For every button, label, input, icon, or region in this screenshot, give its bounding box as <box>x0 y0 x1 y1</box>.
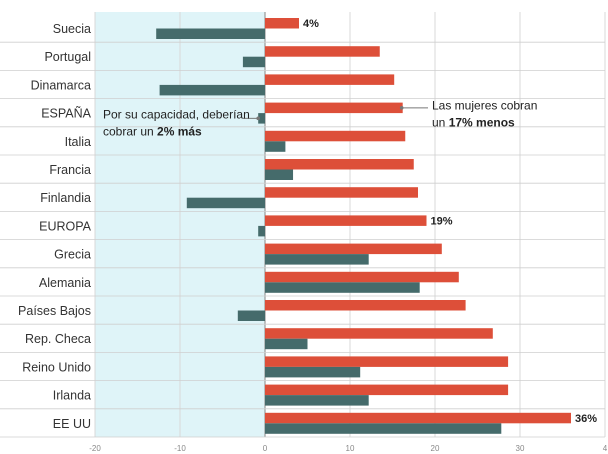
tick-label: -20 <box>89 444 101 453</box>
bar-series1-europa <box>265 215 427 226</box>
annotation-left-line2-prefix: cobrar un <box>103 125 157 139</box>
bar-series2-europa <box>258 225 265 237</box>
data-label-suecia: 4% <box>303 18 319 30</box>
annotation-right-highlight: 17% menos <box>449 116 515 130</box>
tick-label: 4 <box>603 444 608 453</box>
bar-series1-grecia <box>265 243 442 255</box>
category-label-francia: Francia <box>49 163 91 177</box>
bar-series1-espana <box>265 102 403 114</box>
data-label-europa: 19% <box>431 215 453 227</box>
bar-series2-reino-unido <box>265 366 361 378</box>
category-label-grecia: Grecia <box>54 248 91 262</box>
category-label-espana: ESPAÑA <box>41 107 91 121</box>
bar-series2-espana <box>258 113 265 124</box>
bar-series2-ee-uu <box>265 423 502 434</box>
tick-label: 30 <box>516 444 525 453</box>
annotation-left-line1: Por su capacidad, deberían <box>103 108 250 122</box>
bar-series2-grecia <box>265 254 369 265</box>
annotation-right-marker <box>399 106 404 110</box>
category-label-suecia: Suecia <box>53 22 91 36</box>
bar-series2-dinamarca <box>159 84 265 96</box>
annotation-right-line1: Las mujeres cobran <box>432 99 537 113</box>
bar-series2-rep-checa <box>265 338 308 350</box>
category-label-reino-unido: Reino Unido <box>22 360 91 374</box>
bar-series1-ee-uu <box>265 412 571 424</box>
tick-label: -10 <box>174 444 186 453</box>
tick-label: 0 <box>263 444 268 453</box>
bar-series2-paises-bajos <box>237 310 265 321</box>
bar-series2-italia <box>265 141 286 152</box>
bars <box>156 18 571 434</box>
bar-series1-suecia <box>265 18 299 29</box>
category-label-irlanda: Irlanda <box>53 389 91 403</box>
category-label-ee-uu: EE UU <box>53 417 91 431</box>
annotation-left: Por su capacidad, deberían cobrar un 2% … <box>103 108 261 139</box>
bar-series1-reino-unido <box>265 356 509 367</box>
annotation-left-highlight: 2% más <box>157 125 202 139</box>
bar-series2-alemania <box>265 282 420 293</box>
category-label-rep-checa: Rep. Checa <box>25 332 91 346</box>
category-label-finlandia: Finlandia <box>40 191 91 205</box>
bar-series1-francia <box>265 159 414 170</box>
category-label-europa: EUROPA <box>39 219 92 233</box>
tick-label: 20 <box>431 444 440 453</box>
bar-series2-francia <box>265 169 294 180</box>
data-labels: 4% 19% 36% <box>303 18 597 425</box>
bar-series1-paises-bajos <box>265 300 466 311</box>
x-axis-ticks: -20 -10 0 10 20 30 4 <box>89 444 608 453</box>
bar-series1-portugal <box>265 46 380 57</box>
row-separators <box>0 41 605 438</box>
bar-series2-suecia <box>156 28 265 39</box>
annotation-right-line2: un 17% menos <box>432 116 515 130</box>
bar-series1-dinamarca <box>265 74 395 85</box>
bar-series2-portugal <box>242 56 265 68</box>
bar-series1-rep-checa <box>265 328 493 339</box>
category-label-portugal: Portugal <box>44 50 91 64</box>
category-labels: Suecia Portugal Dinamarca ESPAÑA Italia Franc… <box>18 22 92 431</box>
bar-series1-irlanda <box>265 384 509 396</box>
bar-series1-italia <box>265 130 406 142</box>
bar-series2-irlanda <box>265 395 369 406</box>
tick-label: 10 <box>346 444 355 453</box>
annotation-left-marker <box>256 116 261 121</box>
annotation-right-line2-prefix: un <box>432 116 449 130</box>
data-label-ee-uu: 36% <box>575 413 597 425</box>
category-label-italia: Italia <box>65 135 91 149</box>
annotation-right: Las mujeres cobran un 17% menos <box>399 99 537 130</box>
category-label-paises-bajos: Países Bajos <box>18 304 91 318</box>
bar-series1-finlandia <box>265 187 418 198</box>
bar-series1-alemania <box>265 271 459 283</box>
annotation-left-line2: cobrar un 2% más <box>103 125 202 139</box>
bar-series2-finlandia <box>186 197 265 209</box>
category-label-dinamarca: Dinamarca <box>31 78 91 92</box>
category-label-alemania: Alemania <box>39 276 91 290</box>
